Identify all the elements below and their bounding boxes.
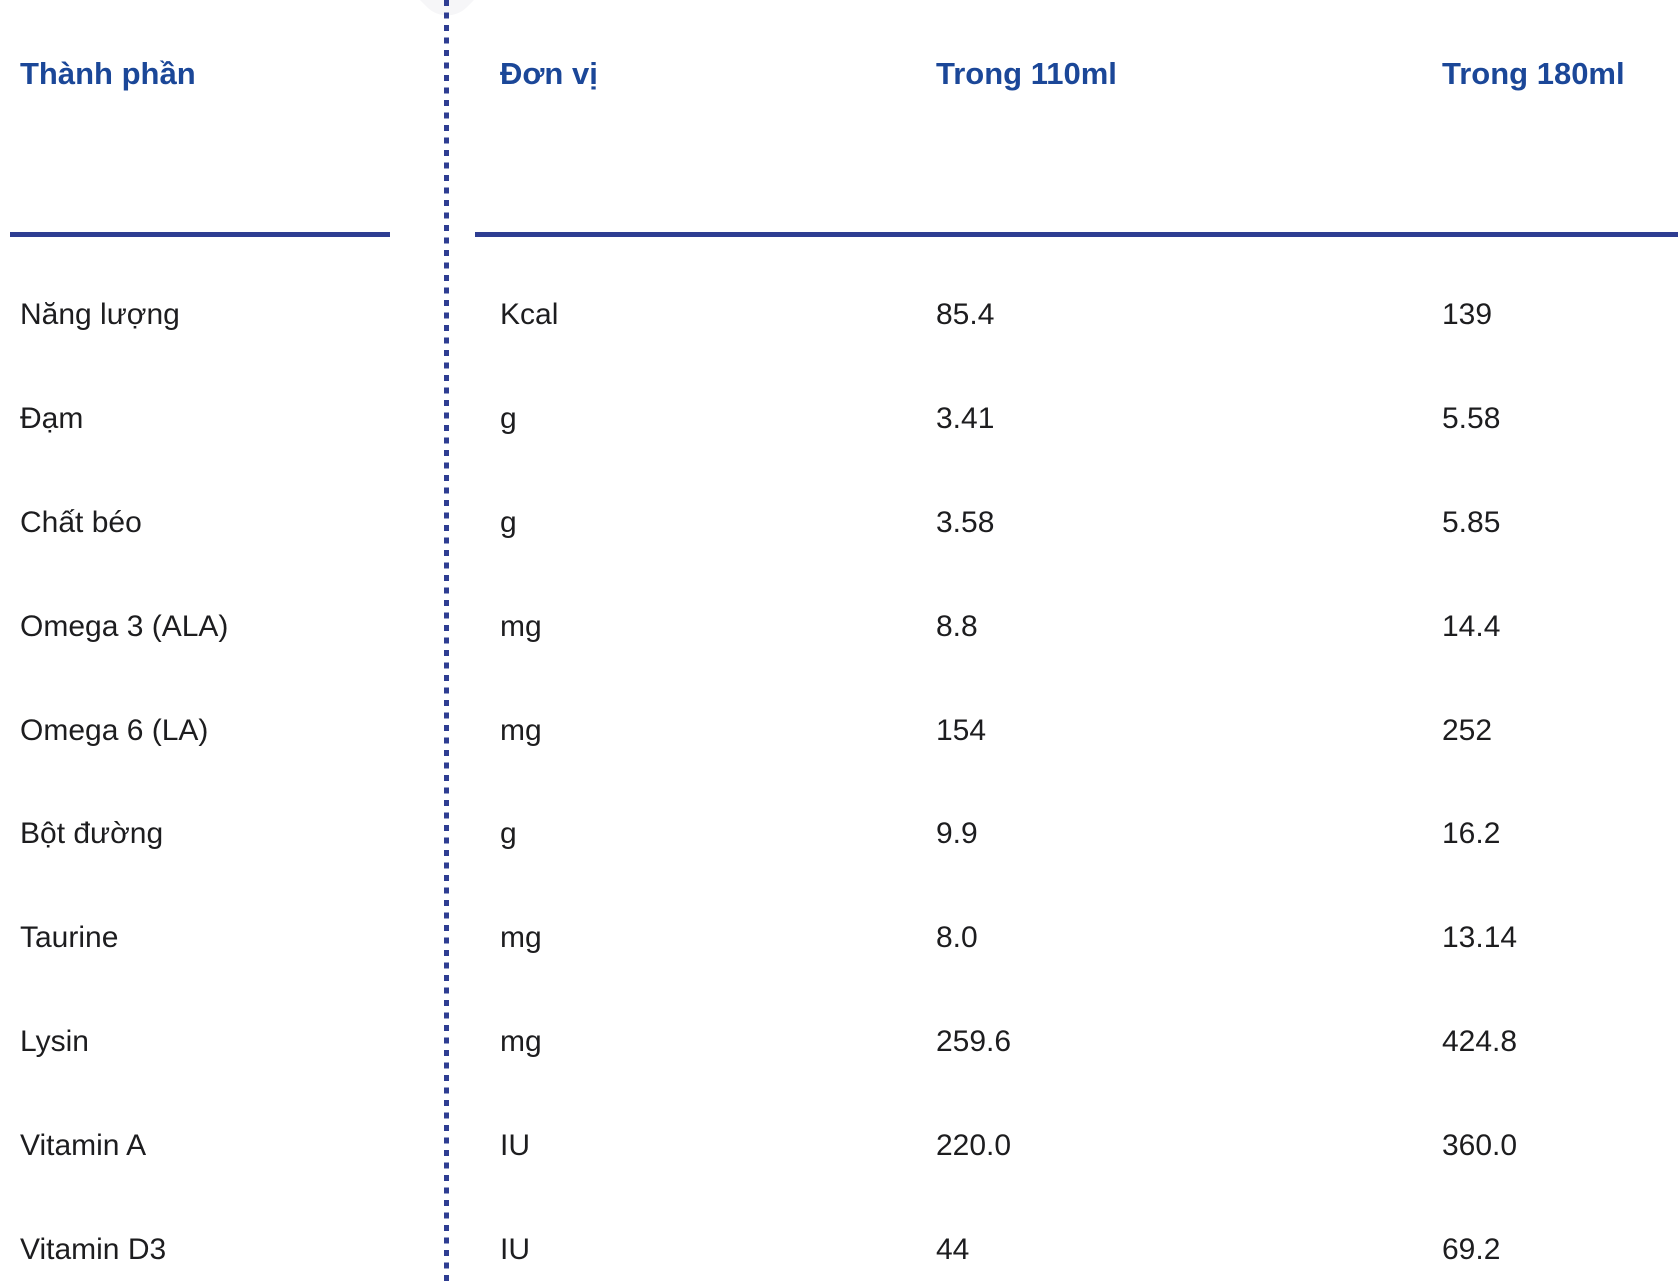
value-180ml-cell: 252 [1442, 713, 1493, 747]
value-110ml-cell: 8.8 [936, 609, 978, 643]
value-180ml-cell: 360.0 [1442, 1129, 1518, 1163]
unit-cell: mg [500, 921, 542, 955]
value-110ml-cell: 259.6 [936, 1025, 1012, 1059]
value-180ml-cell: 424.8 [1442, 1025, 1518, 1059]
value-110ml-cell: 8.0 [936, 921, 978, 955]
value-180ml-cell: 5.85 [1442, 505, 1501, 539]
value-110ml-cell: 9.9 [936, 817, 978, 851]
value-180ml-cell: 13.14 [1442, 921, 1518, 955]
table-row: Omega 3 (ALA) mg 8.8 14.4 [0, 575, 1678, 679]
unit-cell: mg [500, 609, 542, 643]
value-180ml-cell: 14.4 [1442, 609, 1501, 643]
unit-cell: g [500, 817, 517, 851]
table-row: Omega 6 (LA) mg 154 252 [0, 679, 1678, 783]
unit-cell: IU [500, 1129, 530, 1163]
value-180ml-cell: 69.2 [1442, 1232, 1501, 1266]
value-180ml-cell: 5.58 [1442, 401, 1501, 435]
table-row: Chất béo g 3.58 5.85 [0, 471, 1678, 575]
ingredient-name-cell: Lysin [20, 1025, 89, 1059]
table-row: Năng lượng Kcal 85.4 139 [0, 263, 1678, 367]
table-header-row: Thành phần Đơn vị Trong 110ml Trong 180m… [0, 0, 1678, 92]
ingredient-name-cell: Vitamin D3 [20, 1232, 167, 1266]
table-row: Bột đường g 9.9 16.2 [0, 782, 1678, 886]
table-row: Vitamin D3 IU 44 69.2 [0, 1198, 1678, 1284]
header-underline-right [475, 232, 1678, 237]
table-body: Năng lượng Kcal 85.4 139 Đạm g 3.41 5.58… [0, 263, 1678, 1284]
ingredient-name-cell: Omega 3 (ALA) [20, 609, 229, 643]
value-110ml-cell: 220.0 [936, 1129, 1012, 1163]
value-180ml-cell: 139 [1442, 297, 1493, 331]
header-underline-left [10, 232, 390, 237]
unit-cell: mg [500, 713, 542, 747]
ingredient-name-cell: Năng lượng [20, 297, 180, 331]
value-180ml-cell: 16.2 [1442, 817, 1501, 851]
ingredient-name-cell: Bột đường [20, 817, 164, 851]
ingredient-name-cell: Đạm [20, 401, 84, 435]
value-110ml-cell: 154 [936, 713, 987, 747]
unit-cell: g [500, 401, 517, 435]
ingredient-name-cell: Omega 6 (LA) [20, 713, 209, 747]
ingredient-name-cell: Chất béo [20, 505, 142, 539]
table-row: Đạm g 3.41 5.58 [0, 367, 1678, 471]
column-header-per-180ml: Trong 180ml [1442, 56, 1625, 91]
table-row: Vitamin A IU 220.0 360.0 [0, 1094, 1678, 1198]
column-header-unit: Đơn vị [500, 56, 598, 91]
column-header-ingredient: Thành phần [20, 56, 196, 91]
unit-cell: Kcal [500, 297, 559, 331]
value-110ml-cell: 3.58 [936, 505, 995, 539]
unit-cell: mg [500, 1025, 542, 1059]
value-110ml-cell: 3.41 [936, 401, 995, 435]
value-110ml-cell: 85.4 [936, 297, 995, 331]
ingredient-name-cell: Vitamin A [20, 1129, 147, 1163]
dotted-column-divider [444, 0, 449, 1284]
value-110ml-cell: 44 [936, 1232, 970, 1266]
table-row: Taurine mg 8.0 13.14 [0, 886, 1678, 990]
unit-cell: IU [500, 1232, 530, 1266]
ingredient-name-cell: Taurine [20, 921, 119, 955]
unit-cell: g [500, 505, 517, 539]
column-header-per-110ml: Trong 110ml [936, 56, 1117, 91]
table-row: Lysin mg 259.6 424.8 [0, 990, 1678, 1094]
